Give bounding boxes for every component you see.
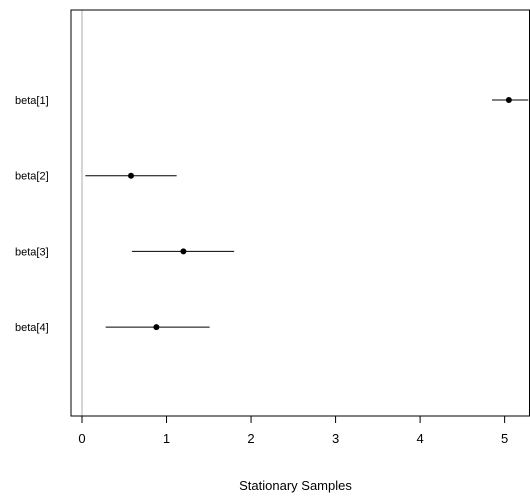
row-label-1: beta[1] xyxy=(15,95,49,107)
row-label-3: beta[3] xyxy=(15,246,49,258)
x-tick-label-0: 0 xyxy=(78,431,85,446)
x-axis-title: Stationary Samples xyxy=(239,478,352,493)
x-tick-label-5: 5 xyxy=(501,431,508,446)
point-group xyxy=(128,97,512,331)
row-label-4: beta[4] xyxy=(15,322,49,334)
point-estimate-4 xyxy=(153,324,160,331)
interval-group xyxy=(85,99,529,328)
x-tick-label-3: 3 xyxy=(332,431,339,446)
row-label-2: beta[2] xyxy=(15,171,49,183)
x-tick-label-1: 1 xyxy=(163,431,170,446)
x-tick-label-2: 2 xyxy=(247,431,254,446)
x-tick-label-4: 4 xyxy=(416,431,423,446)
x-axis: 0 1 2 3 4 5 xyxy=(78,416,508,446)
plot-frame xyxy=(70,9,530,417)
point-estimate-3 xyxy=(180,248,187,255)
point-estimate-2 xyxy=(128,172,135,179)
point-estimate-1 xyxy=(505,97,512,103)
row-label-group: beta[1] beta[2] beta[3] beta[4] xyxy=(15,95,49,334)
